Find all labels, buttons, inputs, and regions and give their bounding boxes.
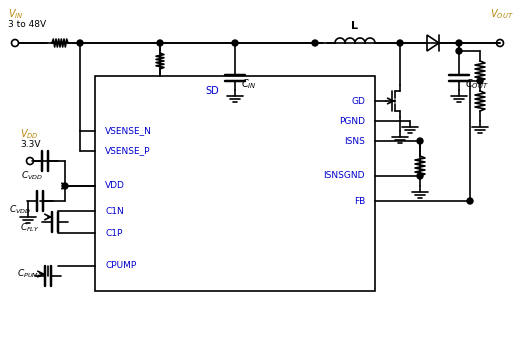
Text: VSENSE_N: VSENSE_N [105,127,152,135]
Circle shape [312,40,318,46]
Text: FB: FB [354,196,365,206]
Circle shape [62,183,68,189]
Text: $V_{DD}$: $V_{DD}$ [20,127,39,141]
Circle shape [477,78,483,84]
Text: CPUMP: CPUMP [105,262,136,270]
Text: L: L [352,21,358,31]
Text: ISNS: ISNS [344,136,365,146]
Circle shape [232,40,238,46]
Text: $C_{FLY}$: $C_{FLY}$ [20,222,40,235]
Text: PGND: PGND [339,117,365,125]
Circle shape [397,40,403,46]
Circle shape [157,40,163,46]
Text: VSENSE_P: VSENSE_P [105,147,151,155]
Text: ISNSGND: ISNSGND [324,172,365,180]
Circle shape [456,40,462,46]
Text: 3.3V: 3.3V [20,140,41,149]
Text: VDD: VDD [105,181,125,191]
Text: C1P: C1P [105,228,122,237]
Circle shape [417,138,423,144]
Text: GD: GD [351,97,365,105]
Text: SD: SD [205,86,219,96]
Circle shape [77,40,83,46]
Text: $C_{PUMP}$: $C_{PUMP}$ [17,267,43,280]
Text: $V_{OUT}$: $V_{OUT}$ [490,7,514,21]
Text: 3 to 48V: 3 to 48V [8,20,46,29]
Text: $C_{IN}$: $C_{IN}$ [241,77,257,91]
Text: $C_{VDD}$: $C_{VDD}$ [9,204,31,217]
Circle shape [417,173,423,179]
Text: $C_{OUT}$: $C_{OUT}$ [465,77,489,91]
Circle shape [456,48,462,54]
Bar [95,76,375,291]
Text: $C_{VDD}$: $C_{VDD}$ [21,170,43,182]
Circle shape [467,198,473,204]
Text: $V_{IN}$: $V_{IN}$ [8,7,24,21]
Text: C1N: C1N [105,207,124,216]
